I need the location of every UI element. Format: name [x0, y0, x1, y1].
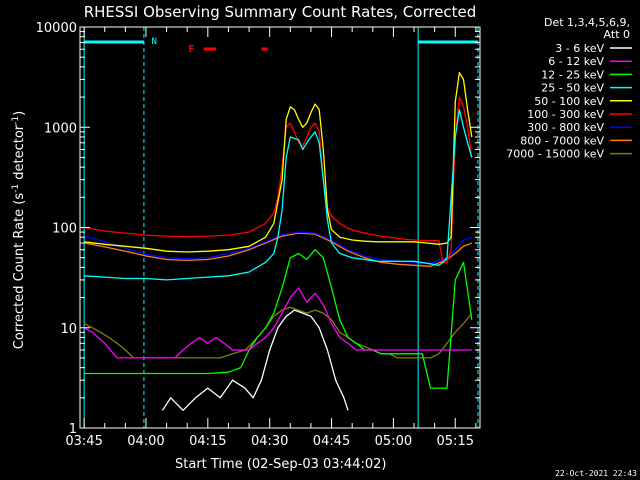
- x-tick-label: 05:15: [437, 434, 474, 449]
- legend-entry-label: 100 - 300 keV: [527, 108, 604, 121]
- y-tick-label: 10000: [36, 21, 77, 36]
- legend-entry-label: 300 - 800 keV: [527, 121, 604, 134]
- series-line-3: [84, 108, 473, 281]
- x-axis-label: Start Time (02-Sep-03 03:44:02): [175, 457, 386, 472]
- axes: 1 10 100 1000 10000 03:45 04:00 04:15 04:30 04:45…: [36, 21, 480, 449]
- legend-header-line: Det 1,3,4,5,6,9,: [544, 16, 630, 29]
- legend-entry-label: 50 - 100 keV: [534, 95, 604, 108]
- annotations: NF: [83, 27, 479, 428]
- night-label: N: [152, 37, 157, 47]
- y-tick-label: 1: [69, 422, 77, 437]
- x-tick-label: 03:45: [65, 434, 102, 449]
- legend-entry-label: 800 - 7000 keV: [520, 134, 604, 147]
- series-line-4: [84, 72, 473, 253]
- y-tick-label: 100: [52, 222, 77, 237]
- legend-header-line: Att 0: [604, 28, 630, 41]
- x-tick-label: 04:15: [189, 434, 226, 449]
- x-tick-label: 04:30: [251, 434, 288, 449]
- x-tick-label: 05:00: [375, 434, 412, 449]
- legend-entry-label: 3 - 6 keV: [555, 42, 604, 55]
- series-line-2: [84, 249, 473, 389]
- series-line-6: [83, 231, 473, 264]
- legend-entry-label: 6 - 12 keV: [548, 55, 604, 68]
- series-line-0: [161, 309, 349, 411]
- x-tick-label: 04:00: [127, 434, 164, 449]
- series-layer: [83, 72, 473, 411]
- series-line-1: [83, 287, 472, 359]
- flare-label: F: [188, 44, 194, 55]
- y-tick-label: 1000: [44, 121, 77, 136]
- legend-entry-label: 12 - 25 keV: [541, 68, 604, 81]
- x-tick-label: 04:45: [313, 434, 350, 449]
- chart-title: RHESSI Observing Summary Count Rates, Co…: [84, 3, 477, 21]
- y-tick-label: 10: [60, 322, 77, 337]
- legend-entry-label: 25 - 50 keV: [541, 82, 604, 95]
- y-axis-label: Corrected Count Rate (s-1 detector-1): [11, 111, 27, 349]
- series-line-7: [83, 232, 473, 267]
- footer-timestamp: 22-Oct-2021 22:43: [555, 469, 637, 478]
- legend-entry-label: 7000 - 15000 keV: [506, 148, 604, 161]
